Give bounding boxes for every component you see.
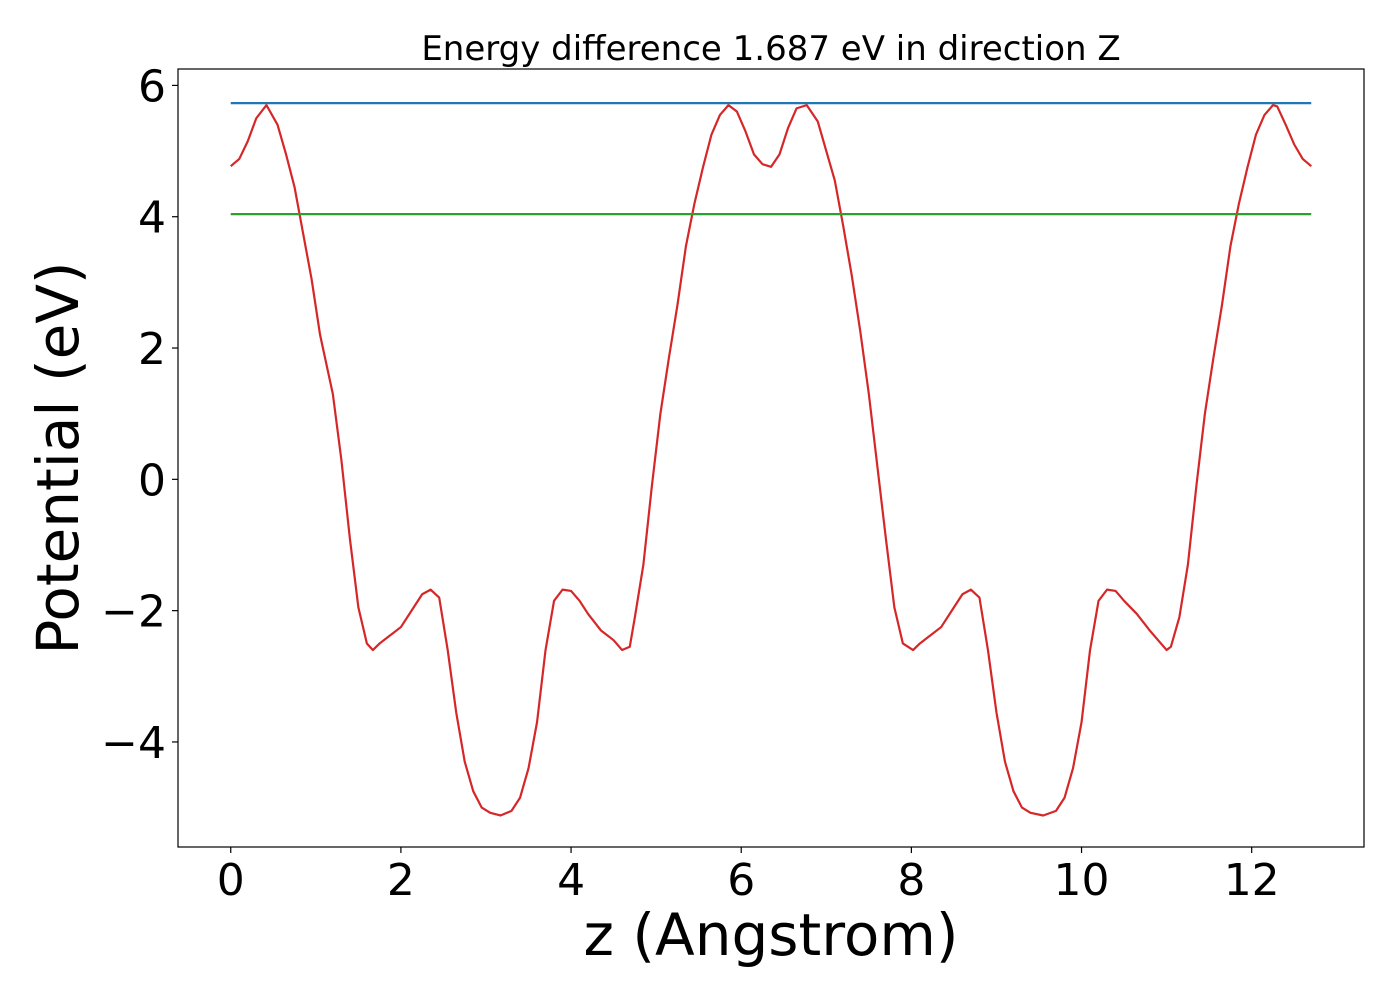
x-tick-label: 0: [217, 855, 245, 906]
chart-title: Energy difference 1.687 eV in direction …: [421, 29, 1120, 69]
x-axis-ticks: 0 2 4 6 8 10 12: [217, 847, 1280, 906]
y-tick-label: 4: [138, 193, 166, 244]
y-tick-label: 2: [138, 324, 166, 375]
y-axis-label: Potential (eV): [24, 261, 92, 654]
x-tick-label: 10: [1054, 855, 1110, 906]
x-tick-label: 6: [727, 855, 755, 906]
series-layer: [230, 102, 1312, 817]
x-tick-label: 12: [1224, 855, 1280, 906]
plot-frame: [177, 68, 1365, 848]
x-tick-label: 2: [387, 855, 415, 906]
y-tick-label: −2: [101, 587, 166, 638]
series-line-0: [230, 104, 1312, 817]
y-tick-label: 0: [138, 455, 166, 506]
x-tick-label: 8: [897, 855, 925, 906]
x-tick-label: 4: [557, 855, 585, 906]
x-axis-label: z (Angstrom): [584, 901, 959, 969]
y-tick-label: 6: [138, 61, 166, 112]
y-tick-label: −4: [101, 718, 166, 769]
y-axis-ticks: −4 −2 0 2 4 6: [101, 61, 178, 769]
